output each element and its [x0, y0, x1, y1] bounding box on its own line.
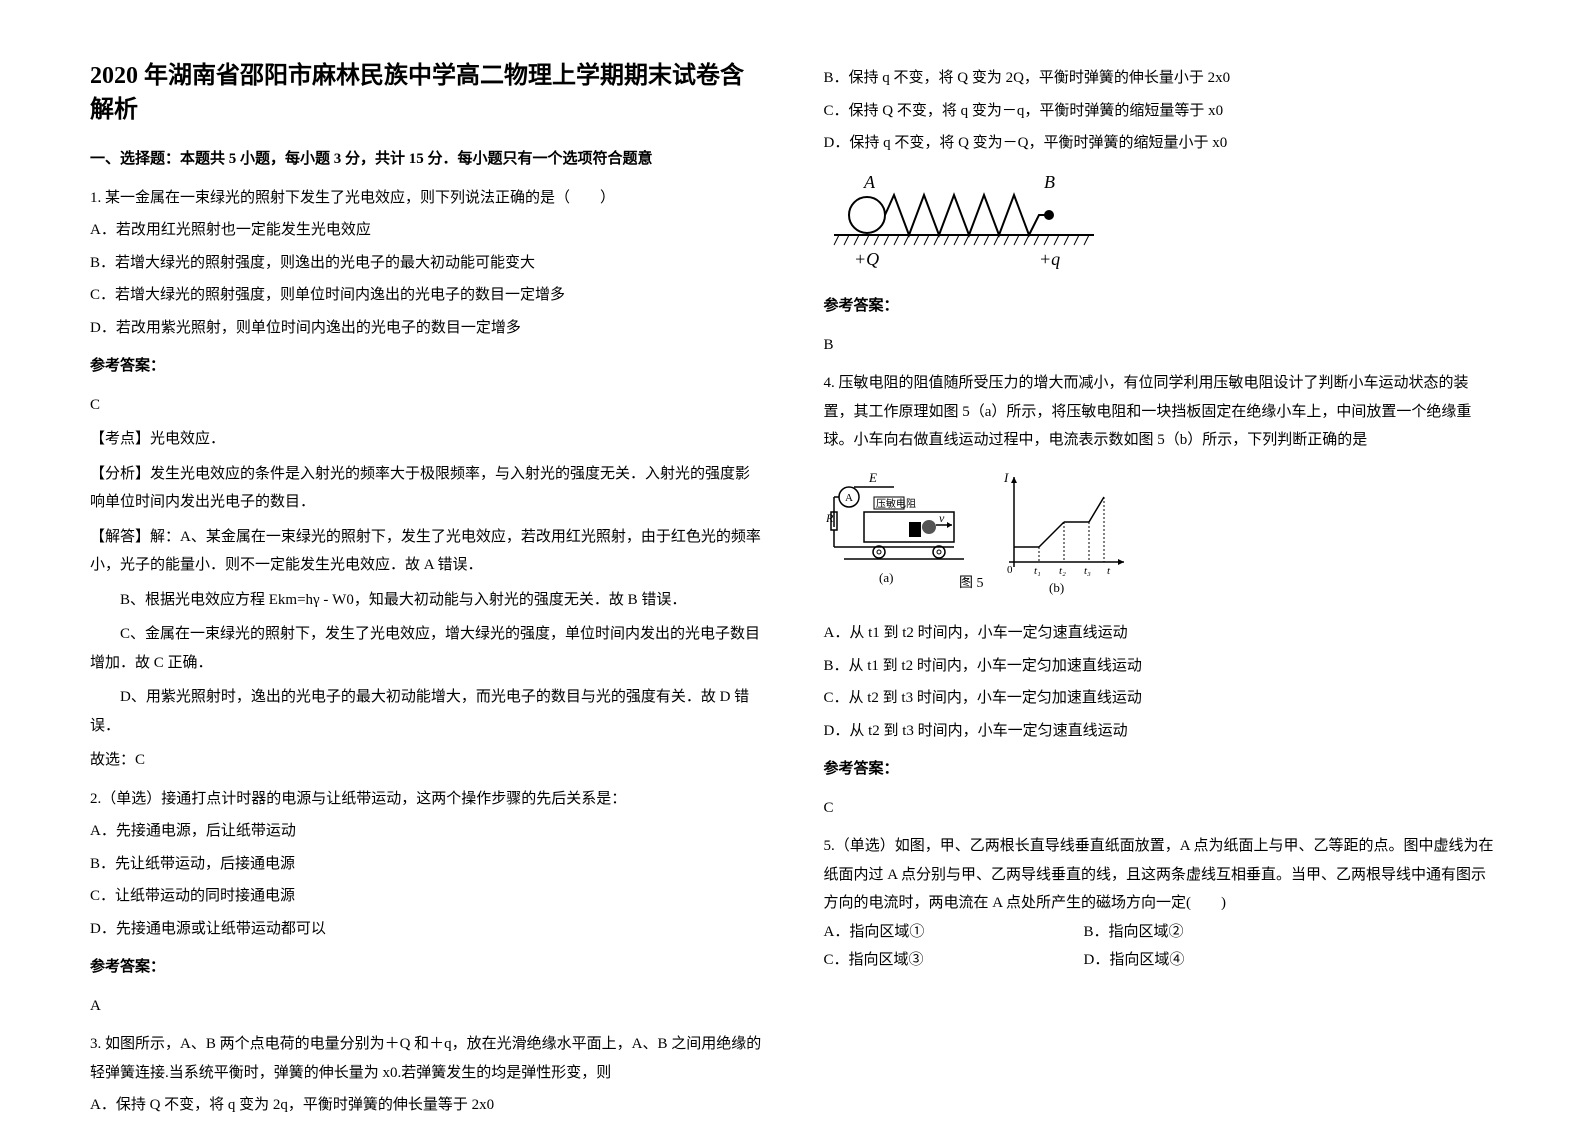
- section-1-heading: 一、选择题：本题共 5 小题，每小题 3 分，共计 15 分．每小题只有一个选项…: [90, 145, 764, 174]
- q1-exp5: C、金属在一束绿光的照射下，发生了光电效应，增大绿光的强度，单位时间内发出的光电…: [90, 620, 764, 677]
- q4-option-c: C．从 t2 到 t3 时间内，小车一定匀加速直线运动: [824, 684, 1498, 713]
- q3-answer: B: [824, 331, 1498, 360]
- q5-option-a: A．指向区域①: [824, 918, 1084, 947]
- q2-option-d: D．先接通电源或让纸带运动都可以: [90, 915, 764, 944]
- svg-text:I: I: [1003, 470, 1009, 485]
- charge-b-dot: [1044, 210, 1054, 220]
- spring-label-b: B: [1044, 172, 1055, 192]
- svg-text:A: A: [845, 492, 853, 504]
- circuit-diagram: E A R 压敏电阻: [824, 467, 1498, 608]
- svg-text:v: v: [939, 511, 945, 525]
- spring-diagram: A B: [824, 170, 1498, 281]
- svg-text:(b): (b): [1049, 580, 1064, 595]
- q1-exp1: 【考点】光电效应．: [90, 425, 764, 454]
- svg-text:t₁: t₁: [1034, 565, 1041, 577]
- q3-option-c: C．保持 Q 不变，将 q 变为－q，平衡时弹簧的缩短量等于 x0: [824, 97, 1498, 126]
- q4-option-a: A．从 t1 到 t2 时间内，小车一定匀速直线运动: [824, 619, 1498, 648]
- question-3-part1: 3. 如图所示，A、B 两个点电荷的电量分别为＋Q 和＋q，放在光滑绝缘水平面上…: [90, 1030, 764, 1120]
- charge-a-circle: [849, 197, 885, 233]
- q3-option-b: B．保持 q 不变，将 Q 变为 2Q，平衡时弹簧的伸长量小于 2x0: [824, 64, 1498, 93]
- q3-answer-label: 参考答案：: [824, 292, 1498, 321]
- q2-option-a: A．先接通电源，后让纸带运动: [90, 817, 764, 846]
- q3-option-a: A．保持 Q 不变，将 q 变为 2q，平衡时弹簧的伸长量等于 2x0: [90, 1091, 764, 1120]
- q4-answer: C: [824, 794, 1498, 823]
- page-container: 2020 年湖南省邵阳市麻林民族中学高二物理上学期期末试卷含解析 一、选择题：本…: [90, 60, 1497, 1120]
- q2-option-b: B．先让纸带运动，后接通电源: [90, 850, 764, 879]
- q1-answer: C: [90, 391, 764, 420]
- question-3-part2: B．保持 q 不变，将 Q 变为 2Q，平衡时弹簧的伸长量小于 2x0 C．保持…: [824, 64, 1498, 359]
- q4-option-b: B．从 t1 到 t2 时间内，小车一定匀加速直线运动: [824, 652, 1498, 681]
- q1-stem: 1. 某一金属在一束绿光的照射下发生了光电效应，则下列说法正确的是（ ）: [90, 184, 764, 213]
- q5-options-row2: C．指向区域③ D．指向区域④: [824, 946, 1498, 975]
- document-title: 2020 年湖南省邵阳市麻林民族中学高二物理上学期期末试卷含解析: [90, 60, 764, 127]
- q1-option-b: B．若增大绿光的照射强度，则逸出的光电子的最大初动能可能变大: [90, 249, 764, 278]
- svg-text:E: E: [868, 470, 877, 485]
- spring-label-a: A: [863, 172, 876, 192]
- q2-option-c: C．让纸带运动的同时接通电源: [90, 882, 764, 911]
- svg-text:0: 0: [1007, 564, 1013, 576]
- svg-text:t₃: t₃: [1084, 565, 1091, 577]
- question-4: 4. 压敏电阻的阻值随所受压力的增大而减小，有位同学利用压敏电阻设计了判断小车运…: [824, 369, 1498, 822]
- svg-text:压敏电阻: 压敏电阻: [876, 497, 916, 510]
- spring-coil: [885, 195, 1049, 235]
- svg-text:t: t: [1107, 565, 1111, 577]
- q5-option-d: D．指向区域④: [1084, 946, 1185, 975]
- left-column: 2020 年湖南省邵阳市麻林民族中学高二物理上学期期末试卷含解析 一、选择题：本…: [90, 60, 764, 1120]
- q4-stem: 4. 压敏电阻的阻值随所受压力的增大而减小，有位同学利用压敏电阻设计了判断小车运…: [824, 369, 1498, 455]
- q1-option-c: C．若增大绿光的照射强度，则单位时间内逸出的光电子的数目一定增多: [90, 281, 764, 310]
- spring-label-q-small: +q: [1039, 249, 1060, 269]
- q1-option-a: A．若改用红光照射也一定能发生光电效应: [90, 216, 764, 245]
- q1-exp7: 故选：C: [90, 746, 764, 775]
- right-column: B．保持 q 不变，将 Q 变为 2Q，平衡时弹簧的伸长量小于 2x0 C．保持…: [824, 60, 1498, 1120]
- svg-text:(a): (a): [879, 570, 893, 585]
- spring-label-q-big: +Q: [854, 249, 879, 269]
- circuit-svg: E A R 压敏电阻: [824, 467, 1134, 597]
- question-1: 1. 某一金属在一束绿光的照射下发生了光电效应，则下列说法正确的是（ ） A．若…: [90, 184, 764, 775]
- q3-stem: 3. 如图所示，A、B 两个点电荷的电量分别为＋Q 和＋q，放在光滑绝缘水平面上…: [90, 1030, 764, 1087]
- q2-answer-label: 参考答案：: [90, 953, 764, 982]
- circuit-part-a: E A R 压敏电阻: [825, 470, 964, 585]
- q5-option-b: B．指向区域②: [1084, 918, 1184, 947]
- svg-text:t₂: t₂: [1059, 565, 1066, 577]
- question-5: 5.（单选）如图，甲、乙两根长直导线垂直纸面放置，A 点为纸面上与甲、乙等距的点…: [824, 832, 1498, 975]
- q4-answer-label: 参考答案：: [824, 755, 1498, 784]
- q5-option-c: C．指向区域③: [824, 946, 1084, 975]
- q2-stem: 2.（单选）接通打点计时器的电源与让纸带运动，这两个操作步骤的先后关系是：: [90, 785, 764, 814]
- circuit-part-b: I 0 t₁ t₂ t₃: [1003, 470, 1124, 595]
- figure-5-label: 图 5: [959, 576, 984, 591]
- q3-option-d: D．保持 q 不变，将 Q 变为－Q，平衡时弹簧的缩短量小于 x0: [824, 129, 1498, 158]
- q1-exp2: 【分析】发生光电效应的条件是入射光的频率大于极限频率，与入射光的强度无关．入射光…: [90, 460, 764, 517]
- question-2: 2.（单选）接通打点计时器的电源与让纸带运动，这两个操作步骤的先后关系是： A．…: [90, 785, 764, 1021]
- q1-exp4: B、根据光电效应方程 Ekm=hγ - W0，知最大初动能与入射光的强度无关．故…: [90, 586, 764, 615]
- q5-stem: 5.（单选）如图，甲、乙两根长直导线垂直纸面放置，A 点为纸面上与甲、乙等距的点…: [824, 832, 1498, 918]
- spring-svg: A B: [824, 170, 1104, 270]
- q1-option-d: D．若改用紫光照射，则单位时间内逸出的光电子的数目一定增多: [90, 314, 764, 343]
- q1-answer-label: 参考答案：: [90, 352, 764, 381]
- q2-answer: A: [90, 992, 764, 1021]
- ground-hatching: [834, 235, 1094, 245]
- svg-text:R: R: [825, 511, 834, 525]
- q5-options-row1: A．指向区域① B．指向区域②: [824, 918, 1498, 947]
- q1-exp3: 【解答】解：A、某金属在一束绿光的照射下，发生了光电效应，若改用红光照射，由于红…: [90, 523, 764, 580]
- q4-option-d: D．从 t2 到 t3 时间内，小车一定匀速直线运动: [824, 717, 1498, 746]
- q1-exp6: D、用紫光照射时，逸出的光电子的最大初动能增大，而光电子的数目与光的强度有关．故…: [90, 683, 764, 740]
